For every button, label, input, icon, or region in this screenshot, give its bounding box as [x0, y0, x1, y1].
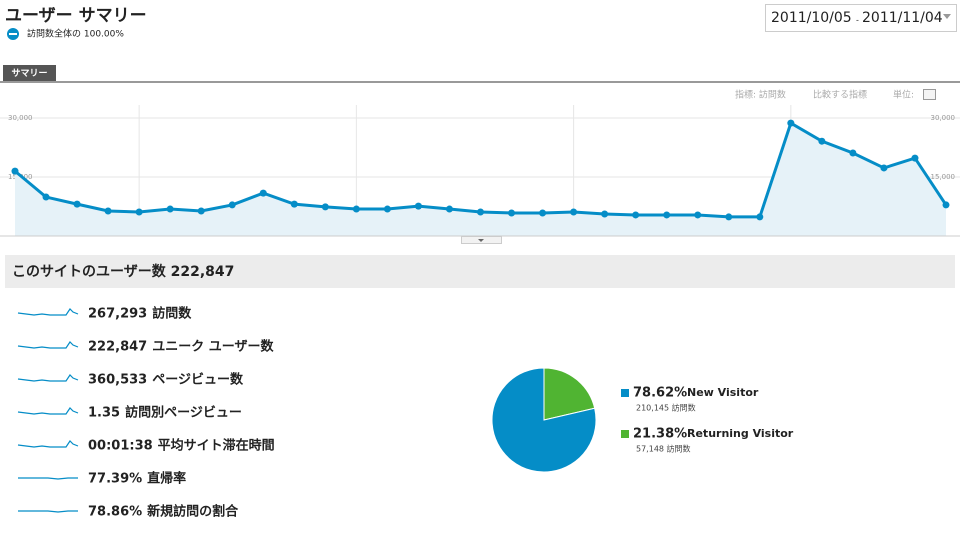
metric-value: 267,293 [88, 307, 147, 322]
y-tick-label: 30,000 [8, 114, 33, 122]
metric-label: 新規訪問の割合 [147, 504, 239, 520]
metric-value: 78.86% [88, 505, 142, 520]
metric-label: ページビュー数 [152, 372, 244, 388]
point [632, 211, 640, 219]
point [445, 205, 453, 213]
date-end: 2011/11/04 [862, 10, 943, 26]
metric-label: 平均サイト滞在時間 [158, 438, 275, 454]
point [321, 203, 329, 211]
point [228, 201, 236, 209]
date-start: 2011/10/05 [771, 10, 852, 26]
point [11, 167, 19, 175]
legend-visits: 210,145 訪問数 [636, 403, 696, 413]
point [663, 211, 671, 219]
unit-label: 単位: [893, 89, 914, 101]
metric-value: 222,847 [88, 340, 147, 355]
metric-label: 訪問別ページビュー [125, 405, 242, 421]
point [477, 208, 484, 216]
toggle-arrow [478, 239, 484, 242]
y-tick-label-right: 30,000 [931, 114, 956, 122]
point [73, 200, 81, 208]
page-title: ユーザー サマリー [5, 6, 147, 26]
tab[interactable] [3, 65, 56, 81]
legend-percent: 21.38% [633, 427, 687, 442]
legend-name: Returning Visitor [687, 427, 794, 440]
date-dropdown[interactable] [943, 14, 951, 19]
point [694, 211, 702, 219]
pie-slice [491, 367, 597, 473]
sparkline [17, 374, 79, 382]
metrics: 267,293 訪問数 222,847 ユニーク ユーザー数 360,533 ページビュー… [17, 306, 275, 520]
metric-value: 1.35 [88, 406, 120, 421]
point [290, 200, 298, 208]
metric-value: 360,533 [88, 373, 147, 388]
point [414, 202, 422, 210]
point [259, 189, 267, 197]
point [197, 207, 205, 215]
metric-value: 00:01:38 [88, 439, 153, 454]
date-separator: - [856, 16, 859, 25]
point [539, 209, 547, 217]
segment-label: 訪問数全体の 100.00% [27, 28, 124, 40]
point [352, 205, 360, 213]
point [383, 205, 391, 213]
metric-label: 訪問数 [152, 306, 192, 322]
metric-label: ユニーク ユーザー数 [152, 339, 274, 355]
legend-name: New Visitor [687, 386, 759, 399]
metric-label: 直帰率 [147, 471, 186, 487]
point [756, 213, 764, 221]
metric-select[interactable]: 指標: 訪問数 [735, 89, 786, 101]
compare-select[interactable]: 比較する指標 [813, 89, 867, 101]
summary-band [5, 255, 955, 288]
point [911, 154, 919, 162]
point [942, 201, 950, 209]
tab-label: サマリー [11, 68, 47, 79]
unit-button[interactable] [923, 89, 936, 100]
area [15, 123, 946, 236]
sparkline [18, 477, 78, 480]
metric-value: 77.39% [88, 472, 142, 487]
legend-swatch [621, 430, 629, 438]
legend-swatch [621, 389, 629, 397]
point [787, 119, 795, 127]
legend-percent: 78.62% [633, 386, 687, 401]
summary-heading: このサイトのユーザー数 222,847 [12, 263, 234, 280]
point [166, 205, 174, 213]
point [135, 208, 143, 216]
point [849, 149, 857, 157]
pie-chart: 78.62% New Visitor 210,145 訪問数 21.38% Return… [491, 367, 794, 473]
sparkline [17, 407, 79, 415]
legend-visits: 57,148 訪問数 [636, 444, 691, 454]
point [570, 208, 578, 216]
sparkline [17, 341, 79, 349]
segment-icon-bar [9, 33, 17, 35]
y-tick-label-right: 15,000 [931, 173, 956, 181]
point [104, 207, 112, 215]
point [725, 213, 733, 221]
point [508, 209, 516, 217]
sparkline [17, 308, 79, 316]
point [42, 193, 50, 201]
sparkline [17, 440, 79, 448]
pie-slice [543, 367, 596, 421]
point [601, 210, 609, 218]
point [818, 137, 826, 145]
point [880, 164, 888, 172]
line-chart: 15,00015,00030,00030,00010月9日10月16日10月23… [0, 105, 960, 237]
sparkline [18, 510, 78, 513]
date-picker[interactable] [765, 4, 957, 32]
